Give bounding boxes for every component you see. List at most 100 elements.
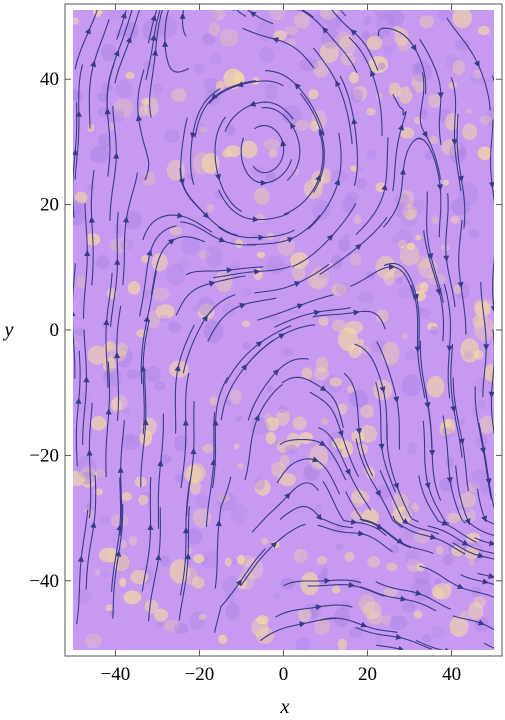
density-blob xyxy=(304,463,320,482)
density-blob xyxy=(449,616,469,637)
streamline xyxy=(360,586,437,612)
density-blob xyxy=(250,417,270,435)
density-blob xyxy=(414,570,431,585)
density-blob xyxy=(362,601,382,620)
streamline xyxy=(110,211,119,327)
density-blob xyxy=(315,357,329,373)
density-blob xyxy=(474,350,484,360)
streamline xyxy=(181,10,187,37)
streamline xyxy=(244,383,283,481)
density-blob xyxy=(458,492,476,508)
density-blob xyxy=(406,442,417,456)
streamline xyxy=(235,10,247,17)
streamline xyxy=(299,92,325,193)
density-blob xyxy=(473,596,486,609)
streamline xyxy=(180,372,190,488)
density-blob xyxy=(466,108,473,114)
density-blob xyxy=(295,119,309,131)
stream-arrowhead xyxy=(157,459,164,467)
density-blob xyxy=(463,350,474,360)
density-blob xyxy=(353,85,368,102)
streamline xyxy=(359,518,434,555)
density-blob xyxy=(279,454,290,467)
density-blob xyxy=(403,526,416,540)
density-blob xyxy=(145,310,161,329)
x-axis-label: x xyxy=(280,696,290,718)
density-blob xyxy=(230,558,238,565)
streamline xyxy=(419,340,433,456)
density-blob xyxy=(113,347,133,368)
streamline xyxy=(180,117,207,216)
density-blob xyxy=(319,10,339,20)
density-blob xyxy=(241,320,251,328)
stream-arrowhead xyxy=(326,234,334,241)
streamline xyxy=(182,293,236,374)
density-blob xyxy=(349,253,362,266)
streamline xyxy=(208,80,284,105)
density-blob xyxy=(277,405,288,413)
density-blob xyxy=(416,562,426,572)
streamline xyxy=(446,17,491,111)
stream-arrowhead xyxy=(77,555,84,562)
density-blob xyxy=(185,547,193,555)
stream-arrowhead xyxy=(85,27,91,35)
density-blob xyxy=(429,135,438,144)
density-blob xyxy=(447,512,460,524)
streamline xyxy=(142,319,150,435)
stream-arrowhead xyxy=(232,10,235,12)
streamline xyxy=(477,572,494,578)
density-blob xyxy=(441,419,452,428)
density-blob xyxy=(251,233,259,238)
stream-arrowhead xyxy=(348,581,355,588)
density-blob xyxy=(459,418,466,426)
streamline xyxy=(116,10,127,40)
stream-arrowhead xyxy=(212,419,219,426)
stream-arrowhead xyxy=(398,123,404,131)
stream-arrowhead xyxy=(490,306,494,312)
density-blob xyxy=(269,10,286,21)
density-blob xyxy=(401,601,416,613)
streamline xyxy=(350,266,415,300)
stream-arrowhead xyxy=(114,351,121,359)
density-blob xyxy=(316,555,328,565)
density-blob xyxy=(470,469,491,492)
density-blob xyxy=(157,15,177,39)
streamline xyxy=(142,214,213,241)
stream-arrowhead xyxy=(122,216,129,223)
density-blob xyxy=(300,572,320,596)
density-blob xyxy=(335,543,344,551)
density-blob xyxy=(174,434,188,452)
stream-arrowhead xyxy=(168,238,175,245)
density-blob xyxy=(481,487,489,496)
streamline xyxy=(427,525,494,554)
density-blob xyxy=(208,22,220,37)
streamline xyxy=(218,189,290,221)
stream-arrowhead xyxy=(182,526,189,534)
streamline xyxy=(343,372,374,477)
stream-arrowhead xyxy=(201,314,208,322)
density-blob xyxy=(138,494,149,506)
density-blob xyxy=(357,338,365,346)
stream-arrowhead xyxy=(113,152,120,159)
density-blob xyxy=(197,296,215,316)
streamline xyxy=(392,515,466,555)
stream-arrowhead xyxy=(249,11,257,18)
streamline xyxy=(345,491,412,549)
stream-arrowhead xyxy=(190,447,197,455)
density-blob xyxy=(331,283,348,297)
streamline xyxy=(119,420,125,536)
streamline xyxy=(460,574,494,586)
stream-arrowhead xyxy=(461,539,469,546)
stream-arrowhead xyxy=(458,438,465,445)
density-blob xyxy=(75,328,86,336)
stream-arrowhead xyxy=(324,577,331,584)
stream-arrowhead xyxy=(208,280,216,287)
density-blob xyxy=(293,548,308,564)
density-blob xyxy=(337,238,351,252)
stream-arrowhead xyxy=(280,139,287,147)
density-blob xyxy=(265,417,280,431)
density-blob xyxy=(452,10,472,29)
density-blob xyxy=(320,29,340,49)
streamline xyxy=(279,505,353,529)
streamline xyxy=(140,270,157,384)
